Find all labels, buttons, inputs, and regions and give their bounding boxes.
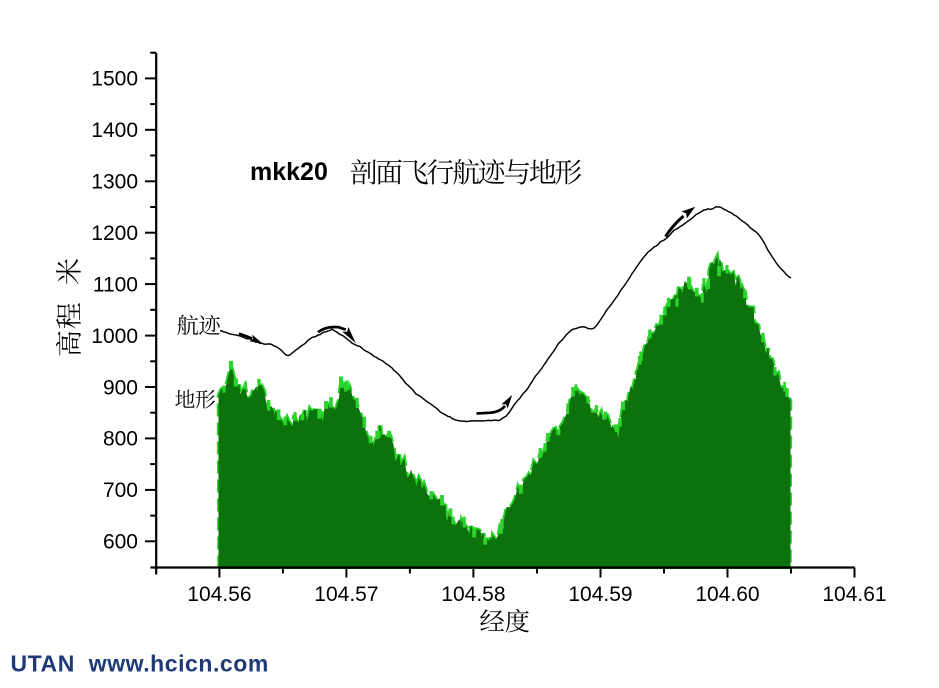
svg-text:600: 600 (103, 531, 138, 554)
svg-text:700: 700 (103, 479, 138, 502)
svg-text:1100: 1100 (93, 273, 138, 296)
svg-text:900: 900 (103, 376, 138, 399)
svg-text:104.61: 104.61 (822, 583, 886, 606)
svg-text:1500: 1500 (91, 68, 138, 91)
svg-text:1300: 1300 (91, 171, 138, 194)
svg-text:mkk20: mkk20 (250, 158, 328, 186)
svg-text:104.60: 104.60 (695, 583, 759, 606)
svg-text:104.57: 104.57 (314, 583, 378, 606)
svg-text:104.58: 104.58 (441, 583, 505, 606)
svg-text:104.59: 104.59 (568, 583, 632, 606)
svg-text:1000: 1000 (91, 325, 138, 348)
svg-text:UTAN www.hcicn.com: UTAN www.hcicn.com (11, 651, 269, 677)
svg-text:1400: 1400 (91, 119, 138, 142)
svg-text:104.56: 104.56 (187, 583, 251, 606)
svg-text:1200: 1200 (91, 222, 138, 245)
svg-text:800: 800 (103, 428, 138, 451)
